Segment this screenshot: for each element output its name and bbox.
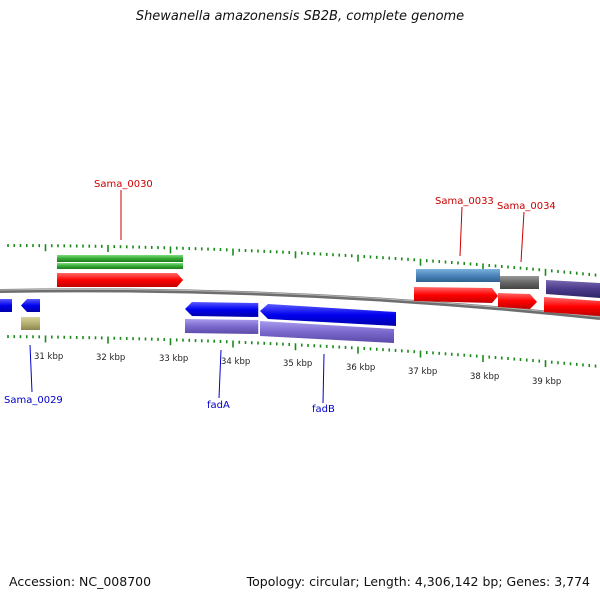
gene-next-right[interactable] [546, 280, 600, 298]
gene-sama-0030[interactable] [57, 255, 183, 262]
cds-sama-0034[interactable] [498, 293, 537, 309]
label-sama-0034[interactable]: Sama_0034 [497, 201, 556, 212]
label-sama-0029[interactable]: Sama_0029 [4, 395, 63, 406]
tick-label-33kbp: 33 kbp [159, 354, 188, 364]
cds-sama-0033[interactable] [414, 287, 498, 303]
tick-label-37kbp: 37 kbp [408, 367, 437, 377]
forward-tick-track [7, 244, 597, 277]
gene-labels: Sama_0030 Sama_0033 Sama_0034 Sama_0029 … [4, 179, 556, 415]
leader-fada [218, 349, 222, 399]
cds-fada[interactable] [185, 319, 259, 334]
cds-next-right[interactable] [544, 297, 600, 316]
genome-backbone-highlight [0, 288, 600, 318]
cds-fadb[interactable] [260, 321, 394, 343]
gene-fada[interactable] [185, 302, 259, 317]
leader-sama-0033 [459, 206, 463, 257]
genome-backbone [0, 288, 600, 320]
tick-label-38kbp: 38 kbp [470, 372, 499, 382]
leader-fadb [322, 353, 325, 404]
reverse-features [0, 299, 396, 343]
tick-label-39kbp: 39 kbp [532, 377, 561, 387]
tick-label-32kbp: 32 kbp [96, 353, 125, 363]
gene-fadb[interactable] [260, 304, 396, 326]
reverse-tick-track [7, 335, 597, 368]
leader-sama-0029 [29, 344, 33, 393]
leader-sama-0034 [520, 211, 525, 263]
gene-sama-0029[interactable] [21, 299, 40, 312]
tick-label-34kbp: 34 kbp [221, 357, 250, 367]
map-title: Shewanella amazonensis SB2B, complete ge… [135, 9, 465, 24]
gene-left-edge[interactable] [0, 299, 12, 312]
cds-sama-0030[interactable] [57, 273, 183, 287]
gene-sama-0034[interactable] [500, 276, 539, 289]
label-sama-0033[interactable]: Sama_0033 [435, 196, 494, 207]
label-fadb[interactable]: fadB [312, 404, 335, 415]
accession-text: Accession: NC_008700 [9, 574, 152, 589]
tick-label-35kbp: 35 kbp [283, 359, 312, 369]
gene-sama-0029-block[interactable] [21, 317, 40, 330]
tick-label-31kbp: 31 kbp [34, 352, 63, 362]
tick-label-36kbp: 36 kbp [346, 363, 375, 373]
forward-features [57, 255, 600, 316]
gene-sama-0033[interactable] [416, 269, 500, 282]
label-fada[interactable]: fadA [207, 400, 230, 411]
label-leaders [29, 190, 525, 404]
gene-sama-0030-lower[interactable] [57, 263, 183, 269]
label-sama-0030[interactable]: Sama_0030 [94, 179, 153, 190]
tick-labels: 31 kbp 32 kbp 33 kbp 34 kbp 35 kbp 36 kb… [34, 352, 561, 387]
genome-summary-text: Topology: circular; Length: 4,306,142 bp… [246, 574, 590, 589]
